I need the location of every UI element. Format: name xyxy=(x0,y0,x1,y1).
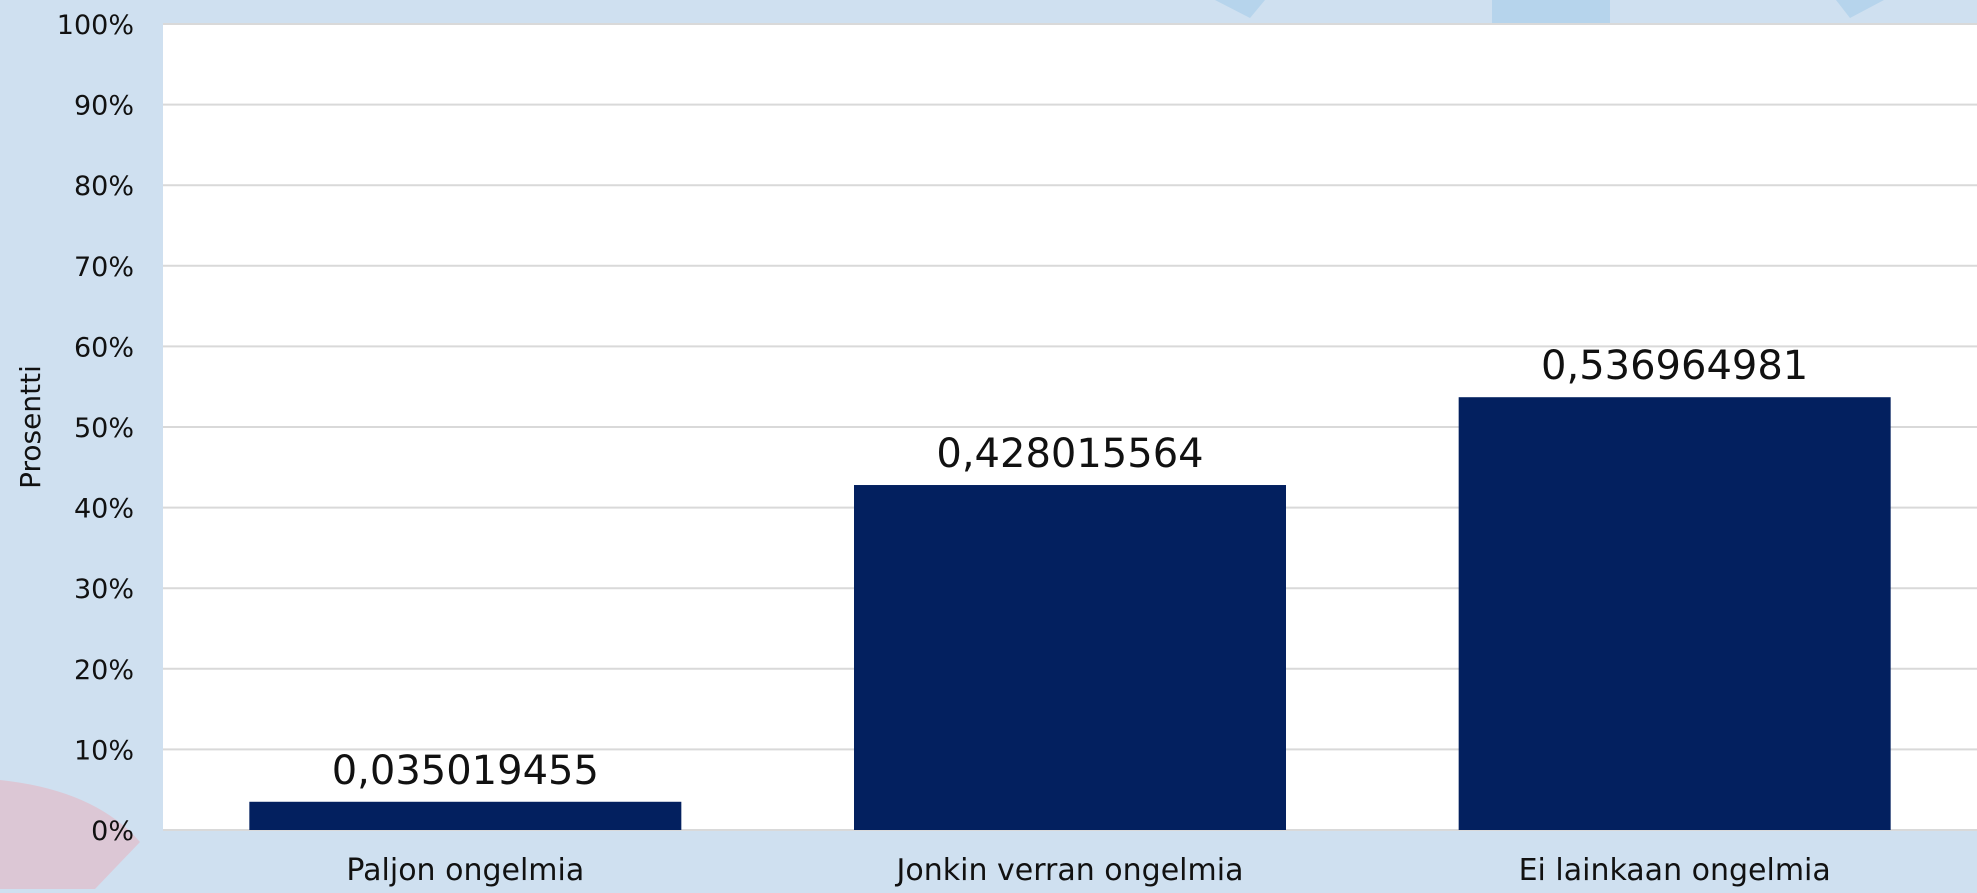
data-labels: 0,035019455 0,428015564 0,536964981 xyxy=(332,343,1809,794)
background-decoration xyxy=(0,0,1884,889)
bar xyxy=(1458,397,1891,830)
decor-pink-shape xyxy=(0,780,140,889)
decor-blue-triangle xyxy=(1836,0,1884,18)
y-tick-label: 50% xyxy=(74,413,134,444)
data-label: 0,428015564 xyxy=(936,431,1203,477)
y-axis-label: Prosentti xyxy=(14,365,47,489)
y-tick-label: 40% xyxy=(74,494,134,525)
y-tick-label: 60% xyxy=(74,332,134,363)
data-label: 0,536964981 xyxy=(1541,343,1808,389)
y-tick-label: 90% xyxy=(74,91,134,122)
y-tick-label: 70% xyxy=(74,252,134,283)
y-tick-label: 80% xyxy=(74,171,134,202)
y-tick-label: 20% xyxy=(74,655,134,686)
decor-blue-block xyxy=(1492,0,1610,24)
x-tick-label: Paljon ongelmia xyxy=(346,853,584,888)
x-tick-label: Jonkin verran ongelmia xyxy=(895,853,1244,888)
y-tick-label: 30% xyxy=(74,574,134,605)
decor-blue-triangle xyxy=(1215,0,1265,18)
y-tick-label: 0% xyxy=(91,816,134,847)
bar xyxy=(249,801,682,830)
y-axis-ticks: 0% 10% 20% 30% 40% 50% 60% 70% 80% 90% 100% xyxy=(57,10,134,847)
bars xyxy=(249,397,1891,830)
data-label: 0,035019455 xyxy=(332,748,599,794)
x-tick-label: Ei lainkaan ongelmia xyxy=(1519,853,1831,888)
bar xyxy=(854,485,1286,830)
y-tick-label: 100% xyxy=(57,10,134,41)
y-tick-label: 10% xyxy=(74,735,134,766)
x-axis-ticks: Paljon ongelmia Jonkin verran ongelmia Ei … xyxy=(346,853,1830,888)
